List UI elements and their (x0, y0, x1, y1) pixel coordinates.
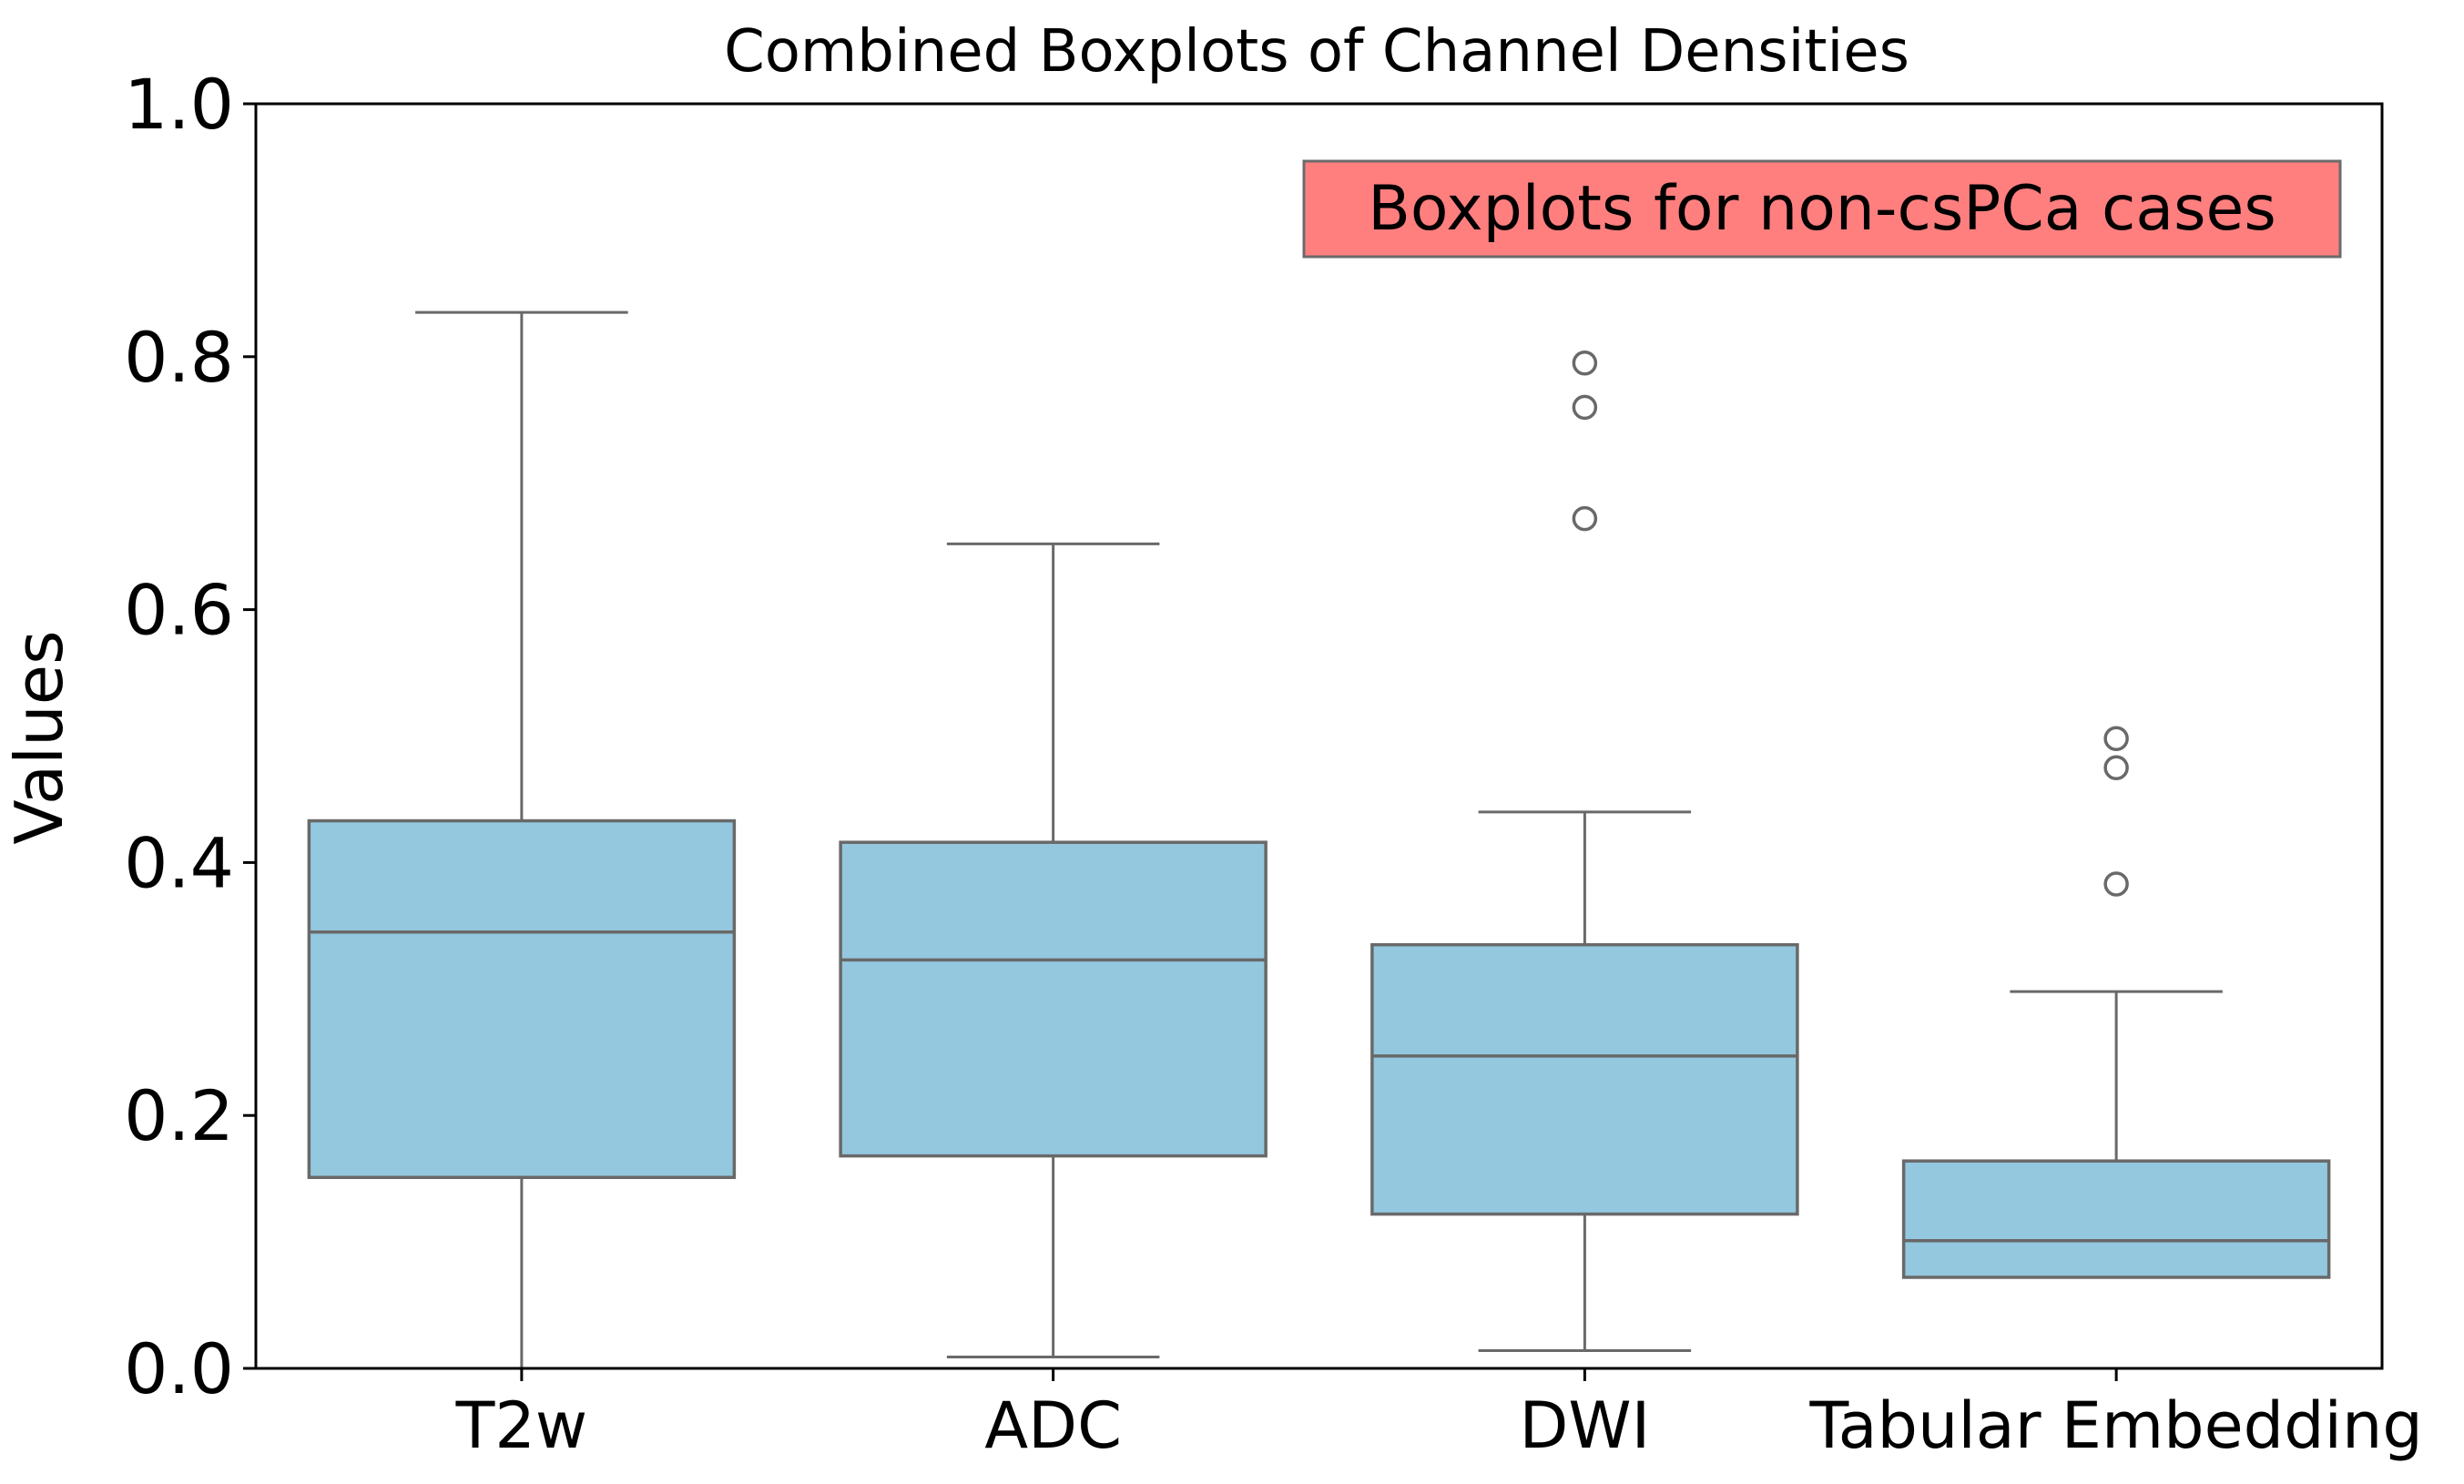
outlier-point (1572, 505, 1598, 532)
iqr-box (1370, 942, 1799, 1216)
annotation-text: Boxplots for non-csPCa cases (1368, 173, 2276, 245)
iqr-box (307, 818, 737, 1180)
x-tick-label: ADC (984, 1388, 1122, 1463)
box-group (1370, 350, 1799, 1353)
chart-title: Combined Boxplots of Channel Densities (724, 18, 1909, 86)
box-group (839, 542, 1268, 1358)
y-tick-label: 1.0 (124, 64, 234, 145)
x-axis-ticks: T2w ADC DWI Tabular Embedding (455, 1368, 2423, 1463)
y-tick-label: 0.2 (124, 1075, 234, 1156)
y-tick-label: 0.0 (124, 1328, 234, 1409)
outlier-point (2103, 755, 2129, 780)
plot-marks (307, 310, 2331, 1370)
outlier-point (2103, 726, 2129, 752)
outlier-point (1572, 350, 1598, 376)
annotation-box-background (1302, 159, 2342, 259)
annotation-box: Boxplots for non-csPCa cases (1302, 159, 2342, 259)
outlier-point (1572, 394, 1598, 421)
x-tick-label: DWI (1519, 1388, 1650, 1463)
box-group (1901, 726, 2331, 1279)
iqr-box (1901, 1159, 2331, 1279)
y-tick-label: 0.4 (124, 822, 234, 903)
x-tick-label: T2w (455, 1388, 588, 1463)
outlier-point (2103, 871, 2129, 897)
y-axis-label: Values (1, 630, 77, 844)
plot-area-frame (254, 102, 2384, 1370)
y-tick-label: 0.6 (124, 570, 234, 651)
y-axis-ticks: 0.0 0.2 0.4 0.6 0.8 1.0 (124, 64, 256, 1409)
y-tick-label: 0.8 (124, 317, 234, 398)
box-group (307, 310, 737, 1370)
iqr-box (839, 840, 1268, 1158)
x-tick-label: Tabular Embedding (1808, 1388, 2422, 1463)
